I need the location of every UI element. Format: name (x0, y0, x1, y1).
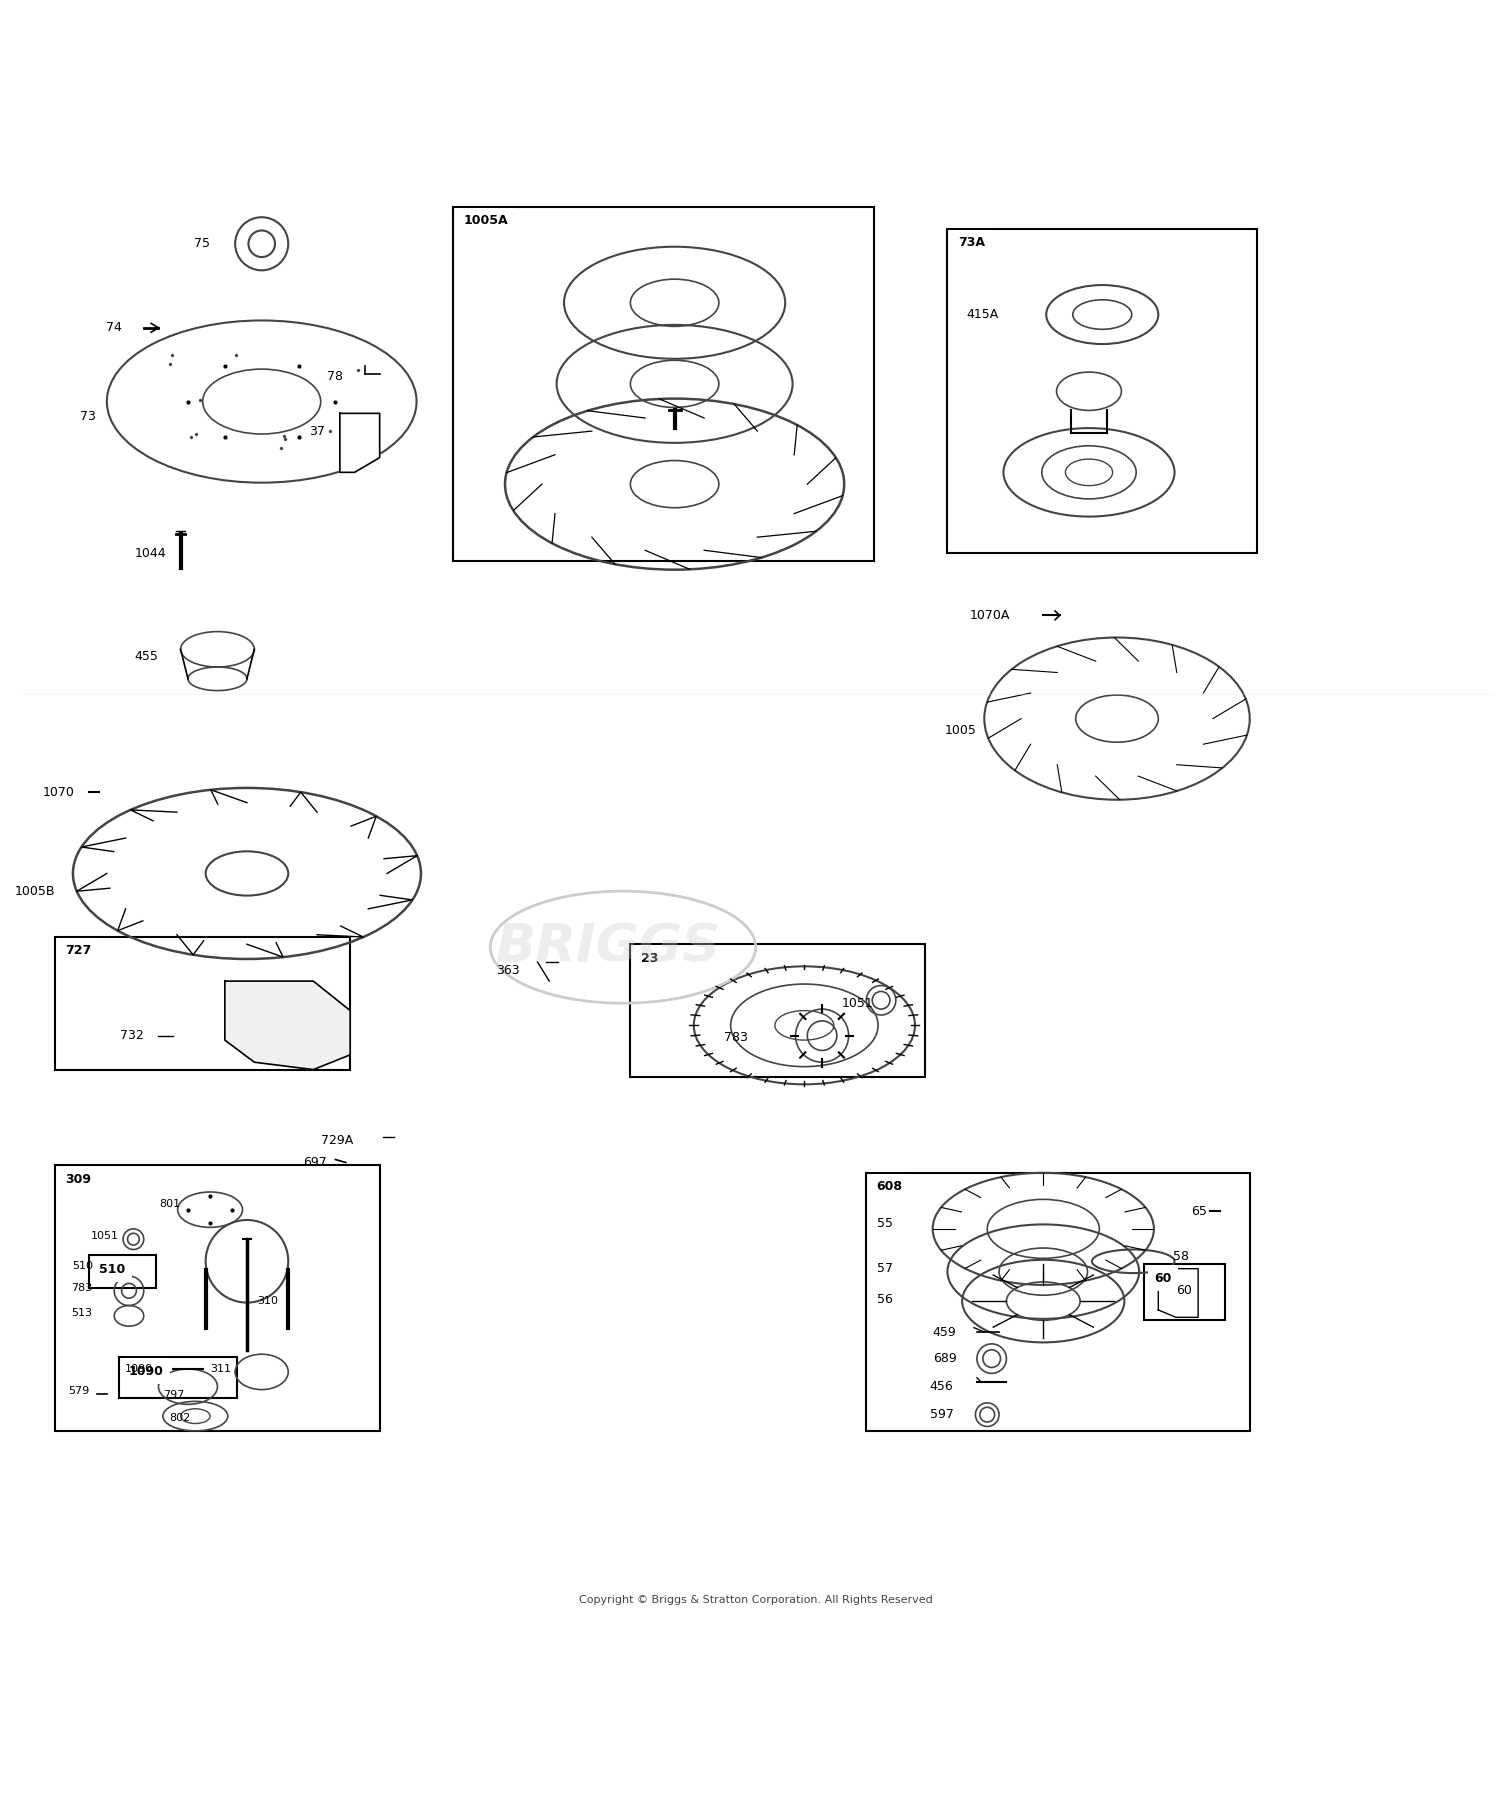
Text: 1070: 1070 (42, 787, 75, 799)
Text: 60: 60 (1154, 1271, 1172, 1285)
Text: BRIGGS: BRIGGS (496, 922, 722, 974)
Text: 1005: 1005 (945, 724, 976, 736)
Polygon shape (340, 414, 380, 472)
Text: 56: 56 (876, 1292, 892, 1305)
Text: 73: 73 (81, 410, 96, 423)
Text: 1044: 1044 (134, 547, 166, 560)
Text: 689: 689 (933, 1352, 957, 1364)
Text: 697: 697 (303, 1156, 327, 1168)
Text: 802: 802 (170, 1413, 190, 1422)
Text: 597: 597 (930, 1408, 954, 1422)
Polygon shape (225, 981, 350, 1069)
Text: 78: 78 (327, 371, 344, 383)
Text: 1051: 1051 (842, 997, 873, 1010)
Text: 1051: 1051 (90, 1231, 118, 1242)
Text: 310: 310 (258, 1296, 279, 1307)
Text: 75: 75 (194, 238, 210, 250)
Text: 57: 57 (876, 1262, 892, 1274)
Text: 510: 510 (72, 1260, 93, 1271)
Text: 783: 783 (724, 1031, 748, 1044)
Text: 797: 797 (164, 1390, 184, 1400)
Text: 311: 311 (210, 1364, 231, 1373)
Text: 37: 37 (309, 425, 326, 437)
Text: 1005B: 1005B (15, 884, 55, 898)
Bar (630, 945, 926, 1076)
Text: 309: 309 (66, 1174, 92, 1186)
Text: 1005A: 1005A (464, 214, 509, 227)
Text: Copyright © Briggs & Stratton Corporation. All Rights Reserved: Copyright © Briggs & Stratton Corporatio… (579, 1595, 933, 1606)
Bar (118, 1357, 237, 1399)
Text: 459: 459 (933, 1325, 957, 1339)
Text: 74: 74 (105, 322, 122, 335)
Text: 608: 608 (876, 1181, 903, 1193)
Text: 73A: 73A (957, 236, 984, 250)
Text: 801: 801 (159, 1199, 180, 1210)
Text: 783: 783 (70, 1283, 92, 1292)
Text: 1090: 1090 (129, 1364, 164, 1377)
Text: 513: 513 (70, 1309, 92, 1318)
Text: 732: 732 (120, 1030, 144, 1042)
Text: 65: 65 (1191, 1204, 1206, 1217)
Text: 727: 727 (66, 945, 92, 958)
Text: 415A: 415A (966, 308, 999, 320)
Bar (453, 207, 873, 562)
Bar (56, 936, 350, 1069)
Bar (1143, 1264, 1224, 1319)
Text: 456: 456 (930, 1381, 954, 1393)
Bar (56, 1165, 380, 1431)
Text: 23: 23 (640, 952, 658, 965)
Text: 510: 510 (99, 1264, 126, 1276)
Bar (867, 1174, 1250, 1431)
Text: 363: 363 (496, 965, 520, 977)
Bar (948, 229, 1257, 553)
Text: 729A: 729A (321, 1134, 352, 1147)
Text: 1090: 1090 (124, 1364, 153, 1373)
Text: 579: 579 (68, 1386, 88, 1397)
Text: 55: 55 (876, 1217, 892, 1231)
Text: 455: 455 (135, 650, 159, 662)
Text: 1070A: 1070A (969, 608, 1010, 621)
Text: 58: 58 (1173, 1251, 1190, 1264)
Bar (88, 1255, 156, 1287)
Text: 60: 60 (1176, 1283, 1192, 1298)
